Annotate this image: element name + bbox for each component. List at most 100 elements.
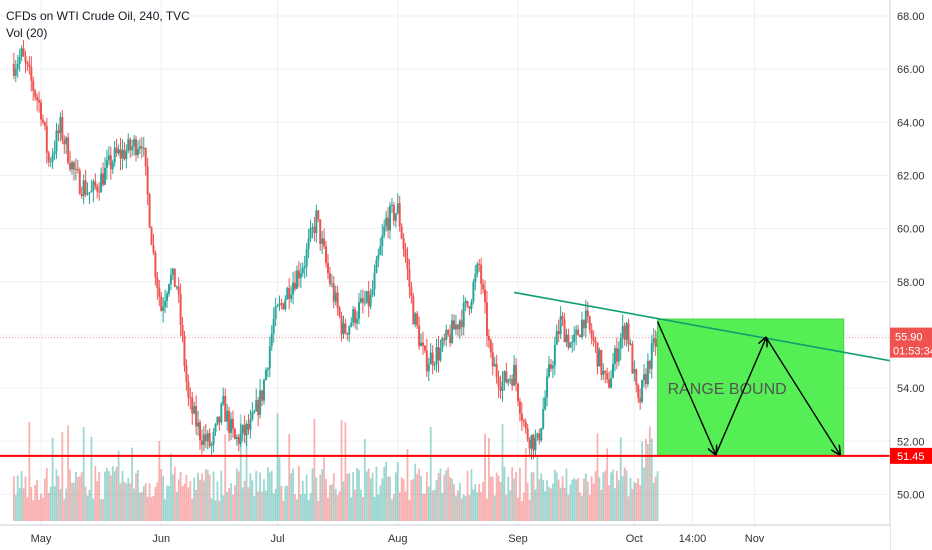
volume-bar bbox=[360, 489, 362, 521]
volume-bar bbox=[144, 483, 147, 521]
price-tick-label: 66.00 bbox=[897, 64, 925, 76]
candle-body bbox=[198, 422, 201, 441]
candle-body bbox=[573, 334, 576, 342]
volume-bar bbox=[414, 463, 417, 521]
candle-body bbox=[346, 332, 349, 335]
candle-body bbox=[423, 345, 426, 351]
candle-body bbox=[546, 376, 549, 398]
candle-body bbox=[497, 377, 500, 387]
volume-bar bbox=[255, 470, 258, 521]
volume-bar bbox=[313, 418, 316, 521]
candle-body bbox=[352, 309, 355, 323]
volume-bar bbox=[125, 483, 128, 521]
volume-bar bbox=[526, 482, 529, 521]
candle-body bbox=[334, 292, 337, 302]
candle-body bbox=[644, 374, 647, 385]
volume-bar bbox=[520, 500, 523, 521]
volume-bar bbox=[412, 479, 415, 521]
candle-body bbox=[613, 348, 616, 364]
candle-body bbox=[301, 268, 304, 274]
candle-body bbox=[319, 219, 322, 244]
grid bbox=[0, 0, 890, 525]
candle-body bbox=[181, 324, 184, 336]
time-tick-label: Aug bbox=[388, 533, 408, 545]
volume-bar bbox=[358, 469, 360, 521]
candle-body bbox=[36, 97, 39, 101]
volume-bar bbox=[590, 476, 593, 521]
volume-bar bbox=[197, 472, 199, 521]
volume-bar bbox=[65, 488, 68, 521]
volume-indicator-label: Vol (20) bbox=[6, 26, 48, 40]
volume-bar bbox=[115, 466, 118, 521]
time-tick-label: Sep bbox=[508, 533, 528, 545]
candle-body bbox=[538, 433, 541, 441]
time-axis-bg bbox=[0, 525, 890, 550]
volume-bar bbox=[377, 494, 380, 521]
candle-body bbox=[650, 343, 653, 369]
candle-body bbox=[379, 245, 382, 255]
volume-bar bbox=[301, 480, 304, 521]
volume-bar bbox=[73, 482, 75, 521]
candle-body bbox=[443, 338, 446, 340]
candle-body bbox=[414, 313, 417, 325]
candle-body bbox=[466, 300, 469, 307]
volume-bar bbox=[614, 488, 616, 521]
volume-bar bbox=[129, 483, 132, 521]
volume-bar bbox=[493, 495, 496, 521]
candle-body bbox=[173, 268, 176, 287]
candle-body bbox=[171, 268, 174, 275]
volume-bar bbox=[550, 488, 552, 521]
candle-body bbox=[160, 296, 163, 311]
volume-bar bbox=[544, 491, 547, 521]
candle-body bbox=[553, 344, 556, 366]
candle-body bbox=[195, 405, 198, 427]
candle-body bbox=[400, 226, 403, 239]
volume-bar bbox=[42, 497, 44, 521]
candle-body bbox=[392, 204, 395, 221]
volume-bar bbox=[140, 491, 143, 521]
volume-bar bbox=[472, 489, 475, 521]
candle-body bbox=[652, 338, 655, 344]
candle-body bbox=[154, 252, 157, 278]
candle-body bbox=[90, 190, 93, 193]
candle-body bbox=[594, 340, 597, 343]
candle-body bbox=[218, 416, 221, 423]
candle-body bbox=[377, 254, 380, 260]
candle-body bbox=[501, 381, 504, 391]
candle-body bbox=[491, 352, 494, 367]
volume-bar bbox=[94, 466, 97, 521]
volume-bar bbox=[327, 497, 329, 521]
candle-body bbox=[294, 282, 297, 289]
volume-bar bbox=[495, 472, 498, 521]
candle-body bbox=[200, 440, 203, 445]
volume-bar bbox=[274, 488, 277, 521]
volume-bar bbox=[296, 499, 298, 521]
volume-bar bbox=[241, 487, 244, 521]
volume-bar bbox=[107, 471, 110, 521]
candle-body bbox=[524, 421, 527, 429]
volume-bar bbox=[282, 500, 285, 521]
candle-body bbox=[480, 264, 483, 285]
candle-body bbox=[49, 161, 52, 163]
volume-bar bbox=[462, 494, 465, 521]
volume-bar bbox=[216, 481, 219, 521]
candle-body bbox=[363, 302, 366, 304]
volume-bar bbox=[410, 480, 413, 521]
volume-bars bbox=[12, 413, 659, 521]
candle-body bbox=[18, 56, 21, 64]
volume-bar bbox=[431, 490, 434, 521]
range-box-label: RANGE BOUND bbox=[668, 381, 787, 398]
candle-body bbox=[140, 146, 143, 149]
candle-body bbox=[385, 217, 388, 227]
candle-body bbox=[532, 434, 535, 451]
candle-body bbox=[559, 315, 562, 335]
volume-bar bbox=[90, 436, 93, 521]
volume-bar bbox=[133, 488, 135, 521]
volume-bar bbox=[195, 489, 198, 521]
volume-bar bbox=[367, 468, 370, 521]
volume-bar bbox=[373, 496, 376, 521]
volume-bar bbox=[28, 422, 31, 521]
volume-bar bbox=[447, 467, 450, 521]
volume-bar bbox=[191, 498, 194, 521]
